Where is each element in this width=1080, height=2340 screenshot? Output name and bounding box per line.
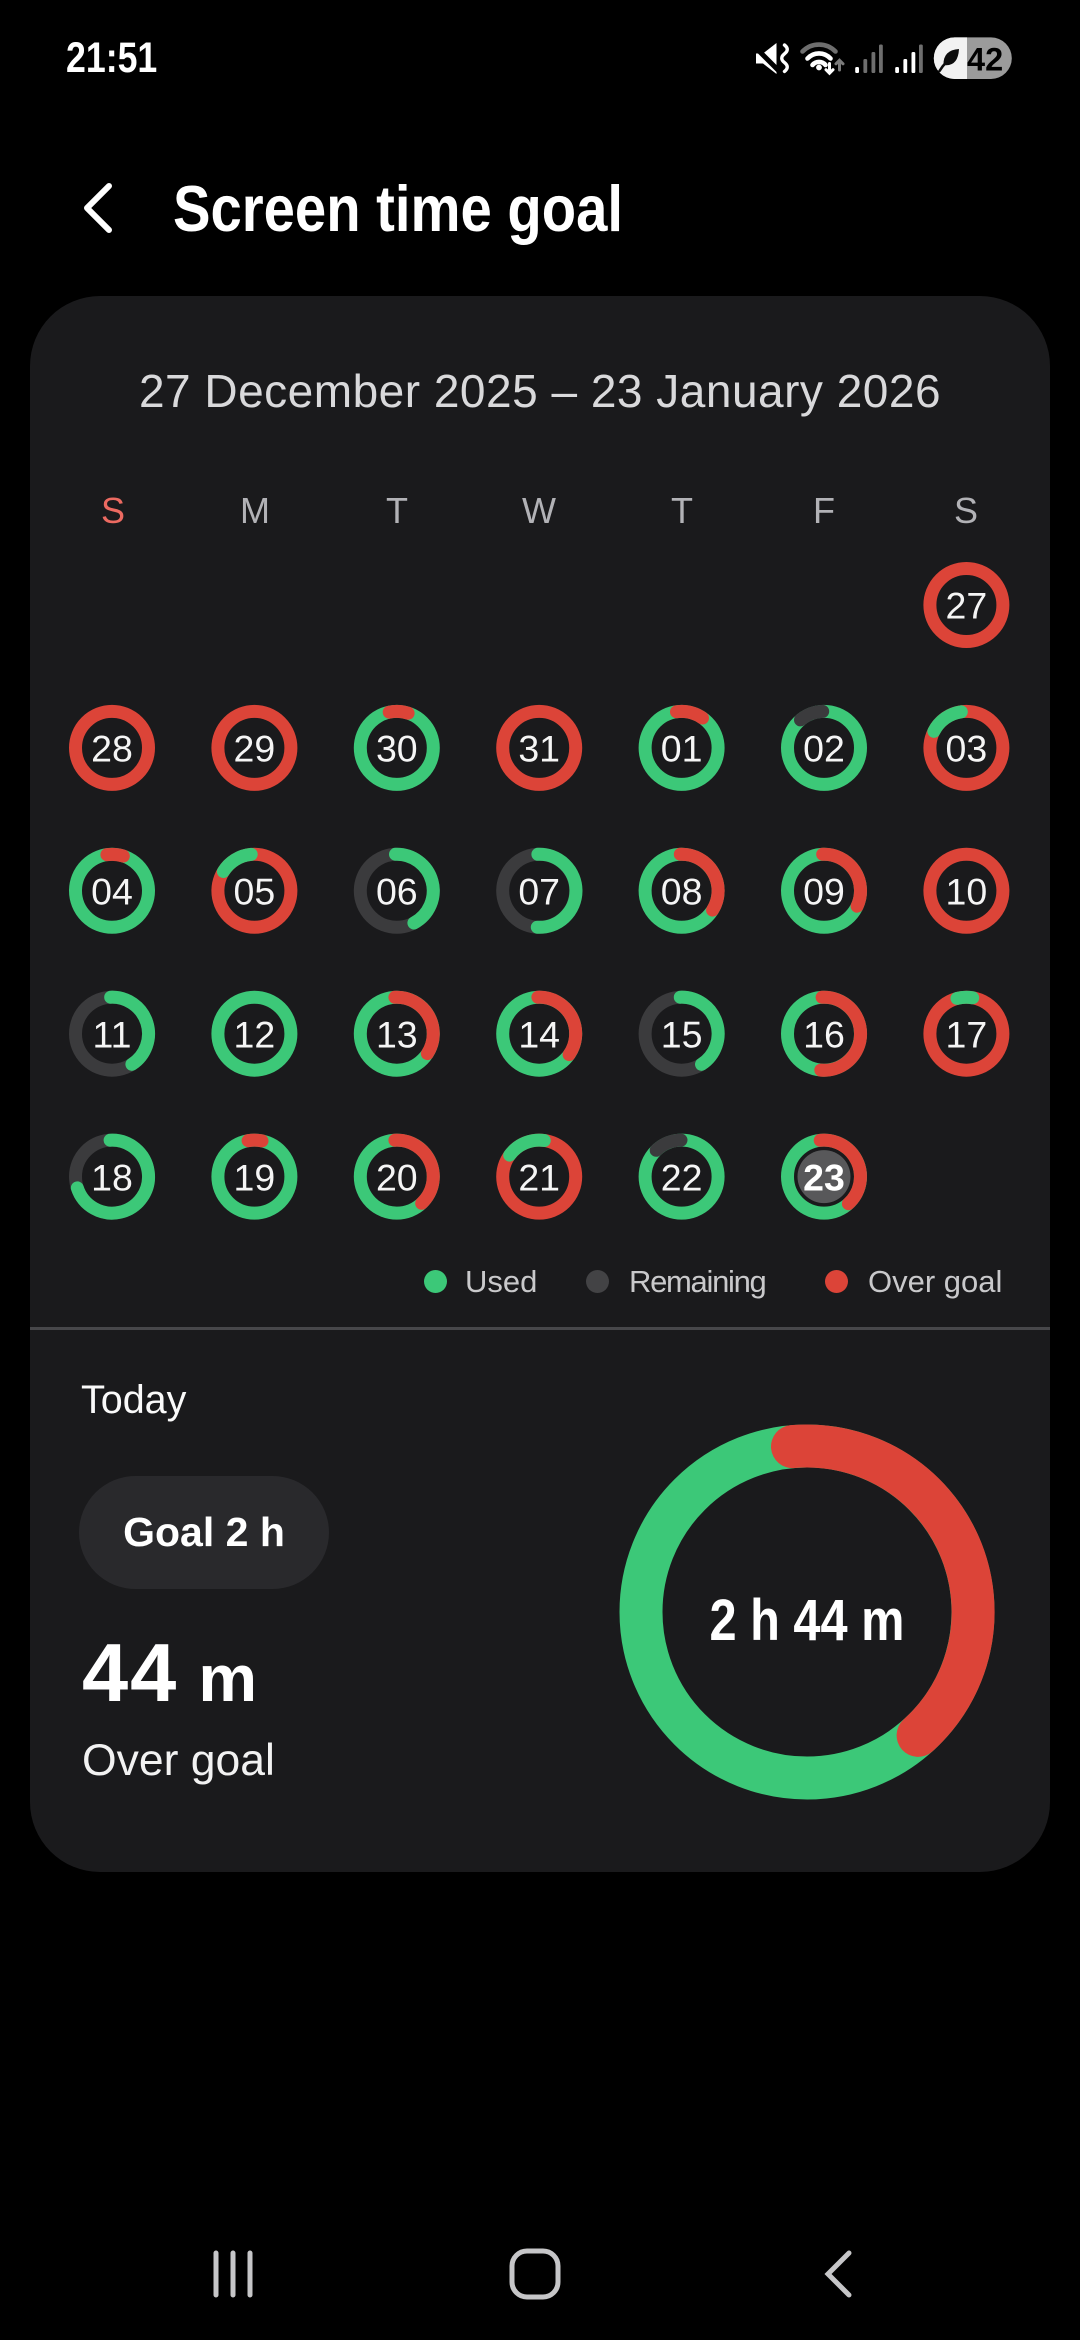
svg-text:28: 28 — [91, 728, 133, 770]
svg-text:03: 03 — [946, 728, 988, 770]
svg-text:10: 10 — [946, 871, 988, 913]
svg-text:01: 01 — [661, 728, 703, 770]
svg-text:11: 11 — [93, 1013, 132, 1055]
svg-text:02: 02 — [803, 728, 845, 770]
svg-text:29: 29 — [234, 728, 276, 770]
svg-text:27: 27 — [946, 585, 988, 627]
svg-text:18: 18 — [91, 1156, 133, 1198]
svg-text:12: 12 — [234, 1013, 276, 1055]
svg-text:30: 30 — [376, 728, 418, 770]
svg-text:20: 20 — [376, 1156, 418, 1198]
svg-text:13: 13 — [376, 1013, 418, 1055]
svg-text:04: 04 — [91, 871, 133, 913]
svg-text:07: 07 — [518, 871, 560, 913]
svg-text:23: 23 — [803, 1156, 845, 1198]
svg-text:42: 42 — [967, 42, 1003, 78]
svg-text:15: 15 — [661, 1013, 703, 1055]
svg-text:16: 16 — [803, 1013, 845, 1055]
svg-text:05: 05 — [234, 871, 276, 913]
svg-text:08: 08 — [661, 871, 703, 913]
svg-text:09: 09 — [803, 871, 845, 913]
svg-text:17: 17 — [946, 1013, 988, 1055]
svg-text:19: 19 — [234, 1156, 276, 1198]
svg-text:14: 14 — [518, 1013, 560, 1055]
svg-text:06: 06 — [376, 871, 418, 913]
svg-text:21: 21 — [518, 1156, 560, 1198]
svg-text:22: 22 — [661, 1156, 703, 1198]
svg-text:31: 31 — [518, 728, 560, 770]
